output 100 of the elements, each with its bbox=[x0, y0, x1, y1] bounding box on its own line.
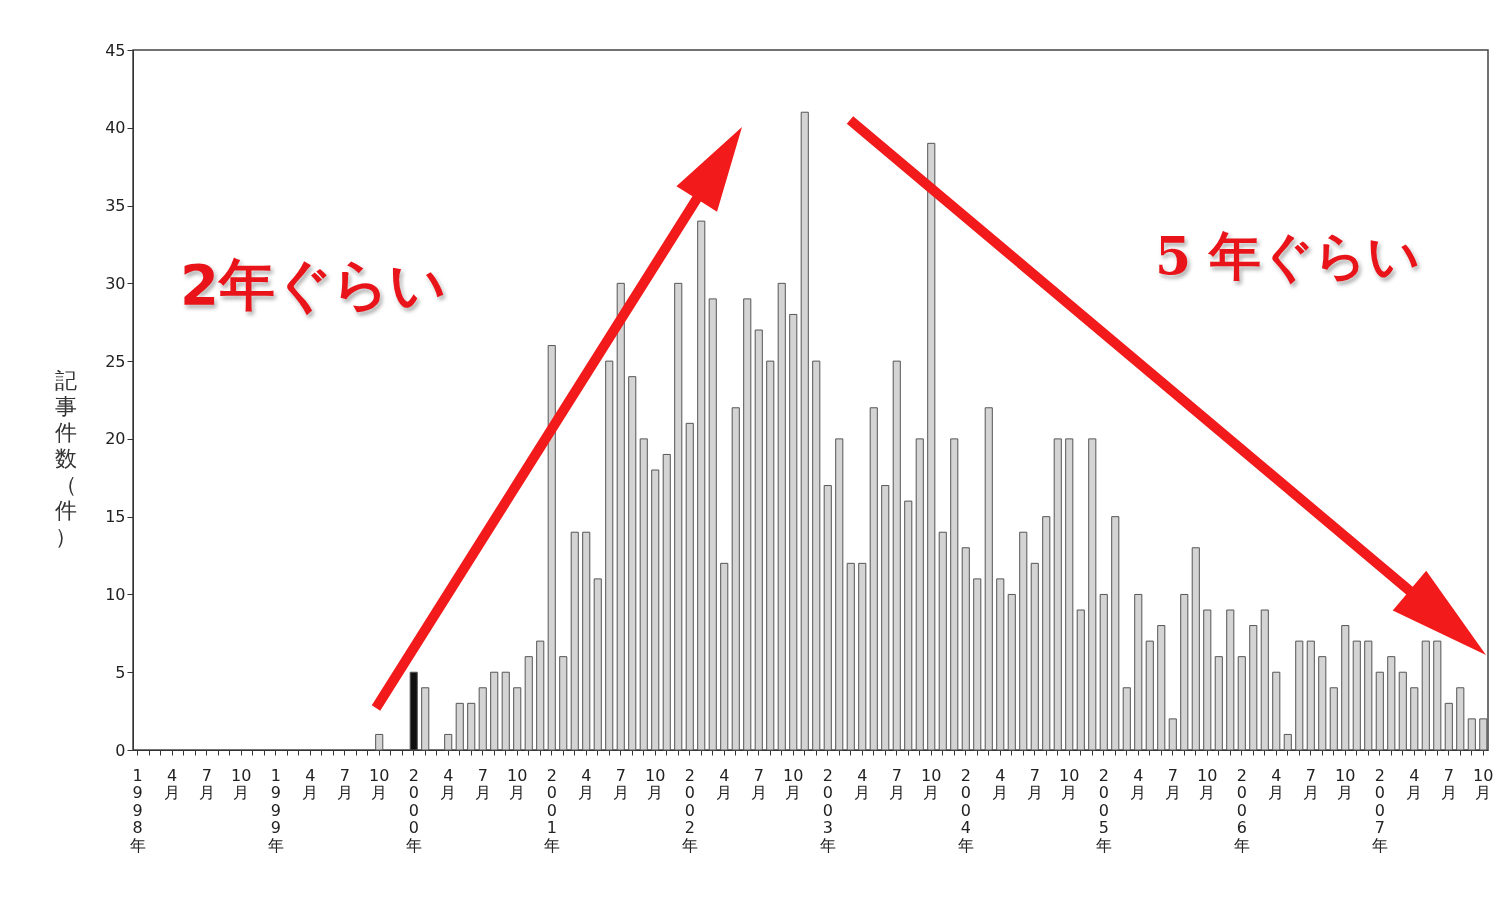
bar bbox=[1375, 671, 1384, 751]
x-tick-label: 2002年 bbox=[681, 765, 698, 855]
bar bbox=[478, 687, 487, 751]
bar bbox=[1111, 516, 1120, 751]
bar bbox=[513, 687, 522, 751]
bar bbox=[973, 578, 982, 751]
x-tick-label: 7月 bbox=[888, 765, 905, 802]
x-tick-label: 10月 bbox=[645, 765, 666, 802]
bar bbox=[1295, 640, 1304, 751]
bar bbox=[628, 376, 637, 751]
x-tick-label: 10月 bbox=[1059, 765, 1080, 802]
bar bbox=[1191, 547, 1200, 751]
bar bbox=[1019, 531, 1028, 751]
x-tick-label: 2006年 bbox=[1233, 765, 1250, 855]
bar bbox=[869, 407, 878, 751]
y-tick-label: 30 bbox=[105, 273, 126, 293]
x-tick-label: 4月 bbox=[716, 765, 733, 802]
bar bbox=[1065, 438, 1074, 751]
x-tick-label: 2003年 bbox=[819, 765, 836, 855]
y-tick-label: 25 bbox=[105, 351, 126, 371]
bar bbox=[1168, 718, 1177, 751]
x-tick-label: 4月 bbox=[1268, 765, 1285, 802]
bar bbox=[789, 313, 798, 751]
bar bbox=[605, 360, 614, 751]
bar bbox=[1421, 640, 1430, 751]
bar bbox=[846, 562, 855, 751]
x-tick-label: 4月 bbox=[854, 765, 871, 802]
bar bbox=[501, 671, 510, 751]
bar bbox=[1306, 640, 1315, 751]
bar bbox=[1249, 625, 1258, 751]
bar bbox=[800, 111, 809, 751]
annotation: 2年ぐらい bbox=[180, 251, 446, 319]
y-tick-label: 0 bbox=[115, 740, 126, 760]
x-tick-label: 2001年 bbox=[543, 765, 560, 855]
bar bbox=[984, 407, 993, 751]
bar bbox=[823, 485, 832, 751]
y-tick-label: 10 bbox=[105, 584, 126, 604]
bar bbox=[1456, 687, 1465, 751]
bar bbox=[1433, 640, 1442, 751]
bar bbox=[1467, 718, 1476, 751]
y-tick-label: 45 bbox=[105, 40, 126, 60]
bar bbox=[927, 142, 936, 751]
bar bbox=[892, 360, 901, 751]
bar bbox=[559, 656, 568, 751]
x-tick-label: 4月 bbox=[992, 765, 1009, 802]
bar bbox=[1076, 609, 1085, 751]
x-tick-label: 10月 bbox=[1197, 765, 1218, 802]
bar bbox=[1053, 438, 1062, 751]
bar bbox=[1042, 516, 1051, 751]
bar bbox=[685, 422, 694, 751]
x-tick-label: 4月 bbox=[1130, 765, 1147, 802]
bar bbox=[662, 453, 671, 751]
x-tick-label: 1999年 bbox=[267, 765, 284, 855]
bar bbox=[1134, 593, 1143, 751]
bar bbox=[547, 345, 556, 751]
bar bbox=[1226, 609, 1235, 751]
bar bbox=[490, 671, 499, 751]
bar bbox=[720, 562, 729, 751]
x-tick-label: 10月 bbox=[231, 765, 252, 802]
bar bbox=[524, 656, 533, 751]
bar bbox=[1387, 656, 1396, 751]
bar bbox=[950, 438, 959, 751]
bar bbox=[421, 687, 430, 751]
y-tick-label: 5 bbox=[115, 662, 126, 682]
bar bbox=[915, 438, 924, 751]
y-tick-label: 35 bbox=[105, 196, 126, 216]
bar bbox=[570, 531, 579, 751]
x-tick-label: 4月 bbox=[302, 765, 319, 802]
bar bbox=[1237, 656, 1246, 751]
bar bbox=[1272, 671, 1281, 751]
bar bbox=[881, 485, 890, 751]
bar bbox=[1283, 733, 1292, 751]
x-tick-label: 7月 bbox=[1164, 765, 1181, 802]
x-tick-label: 7月 bbox=[1440, 765, 1457, 802]
x-tick-label: 7月 bbox=[474, 765, 491, 802]
bar bbox=[582, 531, 591, 751]
x-tick-label: 10月 bbox=[783, 765, 804, 802]
x-tick-label: 4月 bbox=[1406, 765, 1423, 802]
bar bbox=[754, 329, 763, 751]
bar bbox=[743, 298, 752, 751]
x-tick-label: 7月 bbox=[750, 765, 767, 802]
bar bbox=[938, 531, 947, 751]
bar bbox=[674, 282, 683, 751]
bar bbox=[1088, 438, 1097, 751]
x-tick-label: 10月 bbox=[369, 765, 390, 802]
bar bbox=[1203, 609, 1212, 751]
x-tick-label: 10月 bbox=[921, 765, 942, 802]
bar bbox=[697, 220, 706, 751]
x-tick-label: 7月 bbox=[1026, 765, 1043, 802]
x-tick-label: 2000年 bbox=[405, 765, 422, 855]
bar bbox=[731, 407, 740, 751]
bar bbox=[1260, 609, 1269, 751]
x-tick-label: 2004年 bbox=[957, 765, 974, 855]
bar bbox=[1157, 625, 1166, 751]
x-tick-label: 7月 bbox=[336, 765, 353, 802]
y-tick-label: 20 bbox=[105, 429, 126, 449]
y-tick-label: 40 bbox=[105, 118, 126, 138]
bar bbox=[375, 733, 384, 751]
bar bbox=[1352, 640, 1361, 751]
y-axis-title: 記事件数（件） bbox=[54, 367, 77, 549]
